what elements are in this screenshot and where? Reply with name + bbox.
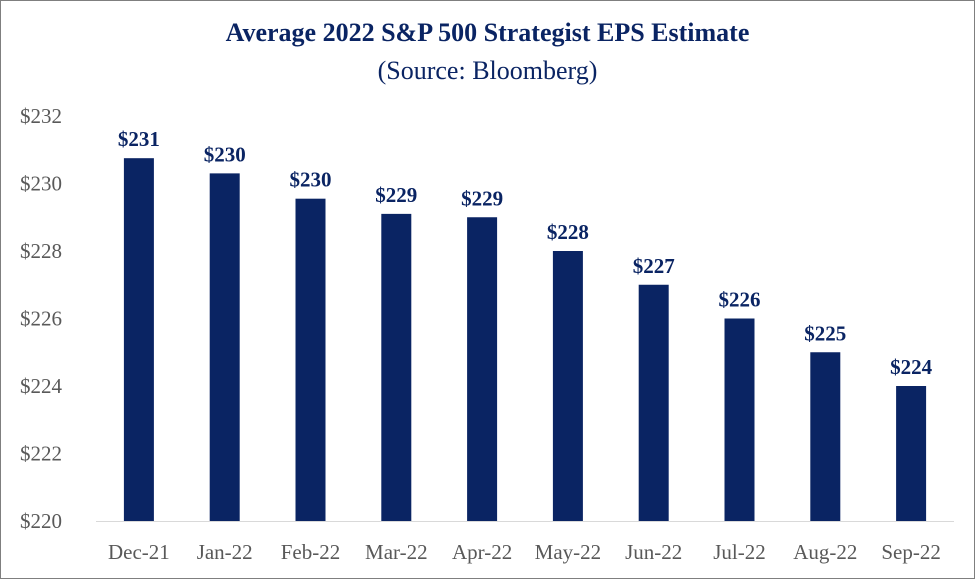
x-tick-label: Sep-22 bbox=[881, 540, 941, 564]
bar bbox=[552, 251, 583, 521]
y-tick-label: $232 bbox=[20, 104, 62, 128]
x-tick-label: Apr-22 bbox=[452, 540, 512, 564]
data-label: $228 bbox=[547, 220, 589, 244]
x-axis-ticks: Dec-21 Jan-22 Feb-22 Mar-22 Apr-22 May-22 Jun-… bbox=[108, 540, 941, 564]
bar bbox=[810, 352, 841, 521]
x-tick-label: Jun-22 bbox=[625, 540, 682, 564]
x-tick-label: Jul-22 bbox=[713, 540, 766, 564]
y-tick-label: $222 bbox=[20, 442, 62, 466]
bar bbox=[896, 386, 927, 521]
data-label: $227 bbox=[633, 254, 675, 278]
bar bbox=[467, 217, 498, 521]
y-tick-label: $230 bbox=[20, 172, 62, 196]
x-tick-label: Feb-22 bbox=[281, 540, 341, 564]
data-label: $230 bbox=[204, 142, 246, 166]
bar bbox=[295, 198, 326, 521]
x-tick-label: Mar-22 bbox=[365, 540, 428, 564]
bar bbox=[209, 173, 240, 521]
bars bbox=[123, 158, 927, 521]
bar bbox=[381, 213, 412, 521]
bar bbox=[724, 318, 755, 521]
data-labels: $231 $230 $230 $229 $229 $228 $227 $226 $225 $224 bbox=[118, 127, 933, 379]
data-label: $230 bbox=[290, 168, 332, 192]
y-tick-label: $220 bbox=[20, 509, 62, 533]
y-tick-label: $224 bbox=[20, 374, 63, 398]
x-tick-label: Dec-21 bbox=[108, 540, 170, 564]
data-label: $229 bbox=[461, 186, 503, 210]
y-tick-label: $228 bbox=[20, 239, 62, 263]
y-axis-ticks: $220 $222 $224 $226 $228 $230 $232 bbox=[20, 104, 63, 533]
data-label: $225 bbox=[804, 321, 846, 345]
x-tick-label: May-22 bbox=[535, 540, 602, 564]
chart-title: Average 2022 S&P 500 Strategist EPS Esti… bbox=[225, 18, 750, 47]
bar bbox=[638, 284, 669, 521]
x-tick-label: Jan-22 bbox=[197, 540, 253, 564]
data-label: $231 bbox=[118, 127, 160, 151]
data-label: $229 bbox=[375, 183, 417, 207]
x-tick-label: Aug-22 bbox=[793, 540, 857, 564]
y-tick-label: $226 bbox=[20, 307, 62, 331]
bar bbox=[123, 158, 154, 521]
data-label: $224 bbox=[890, 355, 933, 379]
data-label: $226 bbox=[719, 288, 761, 312]
chart-subtitle: (Source: Bloomberg) bbox=[377, 56, 598, 85]
